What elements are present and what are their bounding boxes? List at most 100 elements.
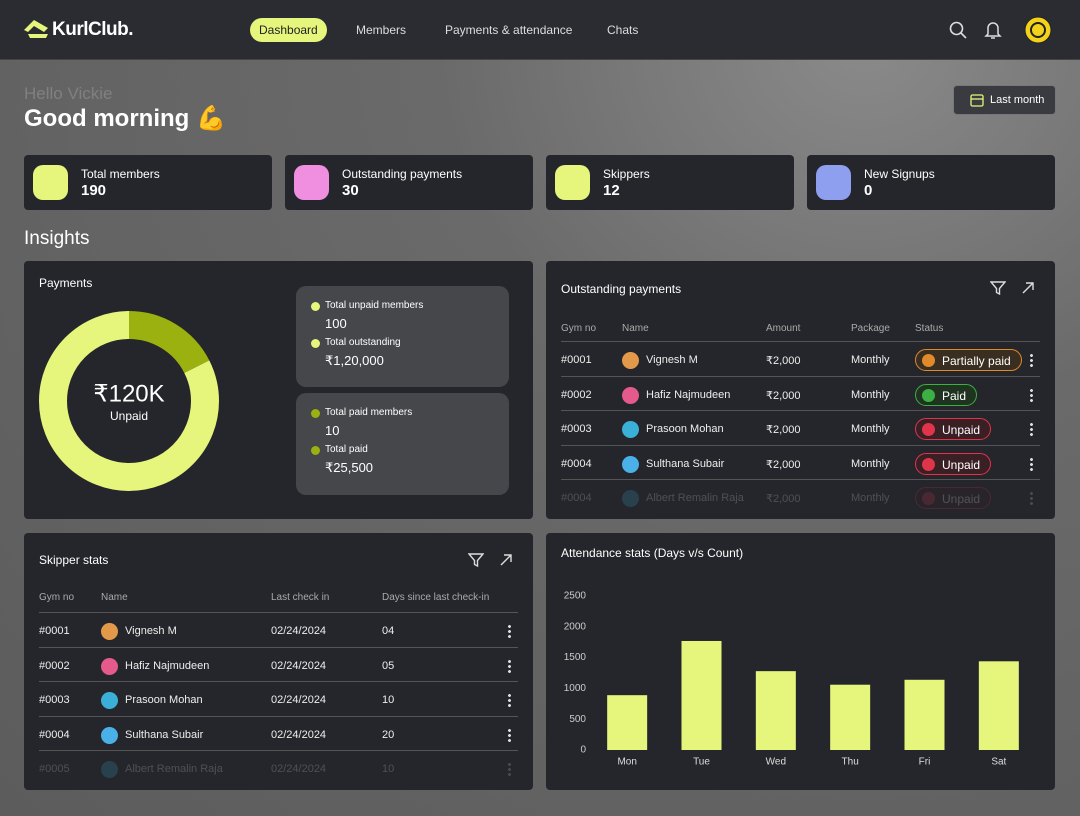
table-cell: Monthly <box>851 354 890 366</box>
legend-dot <box>311 302 320 311</box>
avatar <box>101 657 118 675</box>
row-divider <box>39 612 518 613</box>
row-menu[interactable] <box>1030 387 1033 402</box>
table-cell: #0001 <box>39 625 70 637</box>
chart-title: Attendance stats (Days v/s Count) <box>561 546 743 560</box>
filter-icon[interactable] <box>468 552 484 568</box>
nav-item[interactable]: Chats <box>607 23 639 37</box>
date-filter[interactable]: Last month <box>953 85 1056 115</box>
profile-avatar[interactable] <box>1024 16 1052 44</box>
x-tick-label: Sat <box>991 757 1006 768</box>
card-title: Outstanding payments <box>561 282 682 296</box>
status-badge: Partially paid <box>915 349 1022 371</box>
stat-card: Outstanding payments 30 <box>285 155 533 210</box>
row-divider <box>561 375 1040 377</box>
filter-icon[interactable] <box>990 280 1006 296</box>
summary-value: 100 <box>325 316 347 331</box>
expand-icon[interactable] <box>498 552 514 568</box>
status-badge: Unpaid <box>915 418 992 440</box>
nav-item[interactable]: Members <box>356 23 407 37</box>
stat-label: New Signups <box>864 167 935 181</box>
legend-dot <box>311 339 320 348</box>
row-menu[interactable] <box>508 658 511 673</box>
x-tick-label: Mon <box>617 757 636 768</box>
bar <box>978 661 1019 750</box>
logo-icon <box>24 20 48 38</box>
avatar <box>101 761 118 778</box>
stat-card: New Signups 0 <box>807 155 1055 210</box>
table-cell: ₹2,000 <box>766 355 801 367</box>
y-tick-label: 1000 <box>564 683 587 694</box>
bar <box>681 640 722 750</box>
outstanding-card: Outstanding payments Gym no Name Amount Pac… <box>546 261 1055 519</box>
bell-icon[interactable] <box>984 20 1002 40</box>
paid-summary: Total paid members 10 Total paid ₹25,500 <box>296 393 509 495</box>
x-tick-label: Tue <box>693 757 710 768</box>
row-divider <box>561 444 1040 446</box>
legend-dot <box>311 409 320 418</box>
column-header: Last check in <box>271 592 330 603</box>
summary-label: Total paid members <box>325 407 413 418</box>
stat-icon <box>33 165 68 200</box>
stat-label: Total members <box>81 167 160 181</box>
table-cell: Monthly <box>851 457 890 470</box>
table-cell: #0004 <box>561 457 592 470</box>
row-divider <box>561 479 1040 480</box>
row-menu[interactable] <box>508 762 511 776</box>
column-header: Package <box>851 323 890 334</box>
avatar <box>622 421 639 438</box>
row-menu[interactable] <box>1030 456 1033 471</box>
column-header: Gym no <box>39 592 75 603</box>
member-name: Vignesh M <box>646 354 698 366</box>
expand-icon[interactable] <box>1020 280 1036 296</box>
nav-item[interactable]: Payments & attendance <box>445 23 573 37</box>
top-bar: KurlClub. Dashboard Members Payments & a… <box>0 0 1080 60</box>
row-menu[interactable] <box>1030 353 1033 367</box>
logo: KurlClub. <box>52 19 134 40</box>
table-cell: 10 <box>382 694 395 706</box>
summary-label: Total outstanding <box>325 337 401 348</box>
greeting-name: Hello Vickie <box>24 84 113 103</box>
stat-icon <box>816 165 851 200</box>
row-menu[interactable] <box>508 727 511 742</box>
column-header: Name <box>622 323 649 334</box>
bar <box>755 671 796 750</box>
table-cell: 02/24/2024 <box>271 694 327 706</box>
x-tick-label: Thu <box>842 757 859 768</box>
row-menu[interactable] <box>508 624 511 638</box>
member-name: Hafiz Najmudeen <box>125 659 210 672</box>
payments-donut: ₹120K Unpaid <box>39 311 219 491</box>
status-icon <box>922 423 935 436</box>
row-menu[interactable] <box>508 693 511 707</box>
table-cell: 05 <box>382 659 395 672</box>
status-icon <box>922 354 935 367</box>
table-cell: Monthly <box>851 388 890 401</box>
summary-label: Total unpaid members <box>325 300 424 311</box>
column-header: Name <box>101 592 128 603</box>
bar <box>904 679 945 750</box>
member-name: Prasoon Mohan <box>125 694 203 706</box>
status-icon <box>922 457 935 471</box>
table-cell: ₹2,000 <box>766 424 801 436</box>
column-header: Gym no <box>561 323 597 334</box>
donut-label: Unpaid <box>110 409 148 423</box>
row-menu[interactable] <box>1030 422 1033 436</box>
member-name: Vignesh M <box>125 625 177 637</box>
stat-card: Total members 190 <box>24 155 272 210</box>
stat-value: 0 <box>864 182 873 199</box>
calendar-icon <box>970 94 984 107</box>
member-name: Hafiz Najmudeen <box>646 388 731 401</box>
row-menu[interactable] <box>1030 491 1033 505</box>
donut-value: ₹120K <box>93 380 164 407</box>
stat-value: 12 <box>603 182 620 199</box>
legend-dot <box>311 446 320 455</box>
nav-item[interactable]: Dashboard <box>250 18 327 42</box>
table-cell: 02/24/2024 <box>271 763 327 775</box>
column-header: Amount <box>766 323 801 334</box>
table-cell: #0002 <box>39 659 70 672</box>
y-tick-label: 0 <box>580 745 586 756</box>
search-icon[interactable] <box>949 21 967 39</box>
y-tick-label: 2000 <box>564 621 587 632</box>
